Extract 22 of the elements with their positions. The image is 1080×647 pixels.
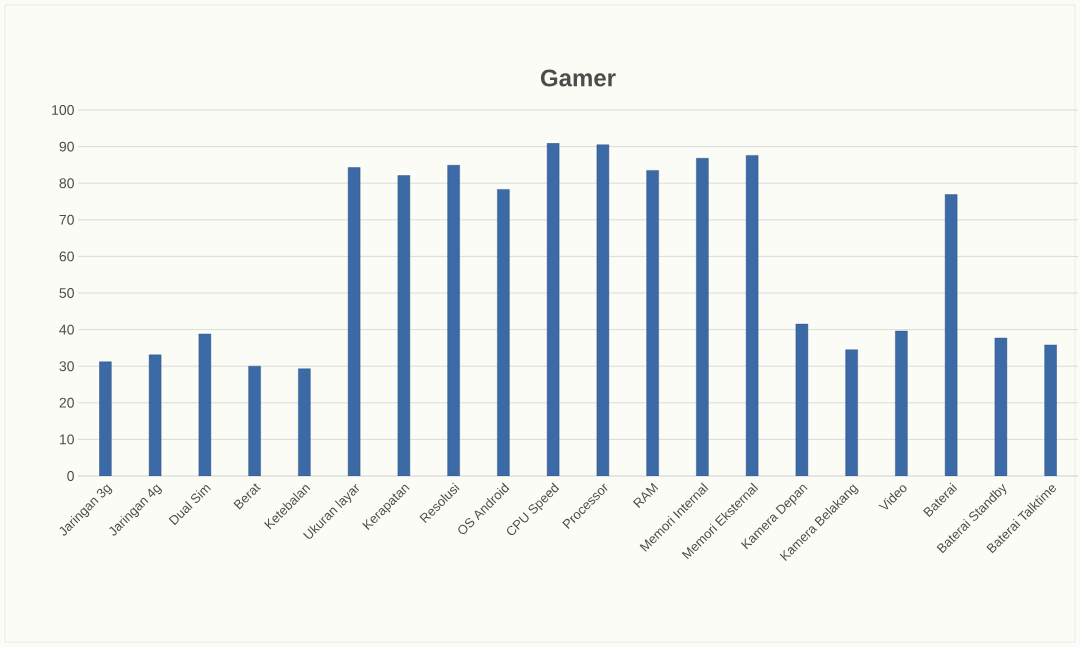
bar — [1044, 344, 1057, 476]
bar — [248, 366, 261, 476]
bar — [845, 349, 858, 476]
y-tick-label: 30 — [59, 361, 74, 372]
bar — [646, 170, 659, 476]
bar — [497, 189, 510, 476]
y-tick-label: 70 — [59, 214, 74, 225]
bar — [696, 158, 709, 476]
y-tick-label: 80 — [59, 178, 74, 189]
y-tick-label: 0 — [67, 471, 74, 481]
bar — [447, 165, 460, 476]
y-tick-label: 20 — [59, 397, 74, 408]
y-tick-label: 10 — [59, 434, 74, 445]
chart-title: Gamer — [540, 69, 616, 87]
y-tick-label: 40 — [59, 324, 74, 335]
y-tick-label: 100 — [52, 105, 74, 115]
y-tick-label: 50 — [59, 288, 74, 298]
bar — [298, 368, 311, 476]
y-tick-label: 60 — [59, 251, 74, 262]
bar — [895, 330, 908, 476]
y-tick-label: 90 — [59, 141, 74, 152]
bar — [99, 361, 112, 476]
